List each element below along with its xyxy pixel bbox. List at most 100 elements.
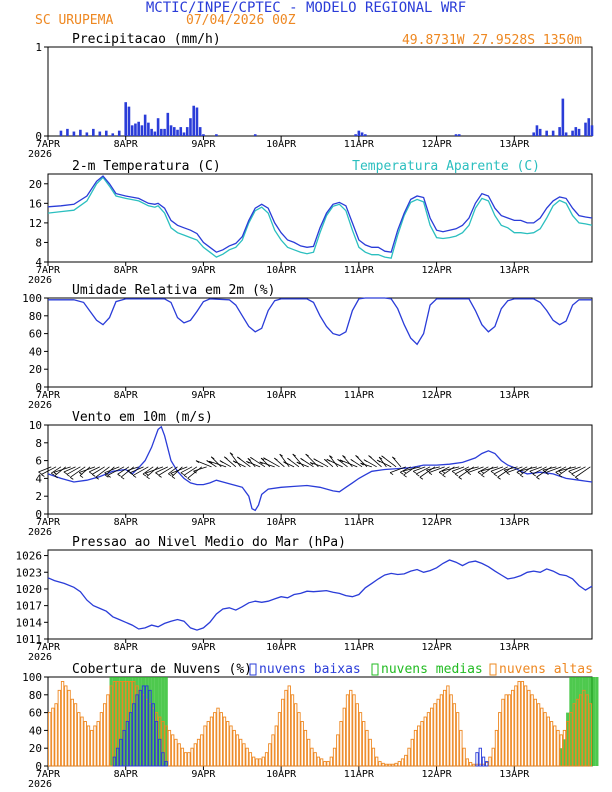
x-tick-label: 12APR [422,642,453,653]
wind-barb-feather [481,474,485,478]
cloud-bar-high [569,677,573,766]
wind-barb [259,461,275,468]
cloud-bar-low [430,707,434,767]
cloud-bar-mid [478,747,482,767]
year-label: 2026 [28,149,52,160]
wind-barb-feather [88,471,93,475]
wind-barb-feather [247,457,252,461]
cloud-bar-low [410,738,414,767]
wind-barb-feather [428,472,433,476]
cloud-bar-low [546,716,550,767]
precip-bar [354,134,357,136]
y-tick-label: 1023 [16,566,43,579]
wind-barb [246,460,261,468]
cloud-bar-low [345,694,350,767]
cloud-bar-mid [125,721,130,767]
cloud-bar-high [145,677,149,766]
wind-barb [146,466,159,478]
cloud-bar-low [274,725,278,767]
wind-barb [438,466,450,473]
wind-barb-feather [342,455,346,458]
x-tick-label: 7APR [36,517,61,528]
wind-barb [571,466,586,475]
wind-barb-feather [324,458,328,462]
cloud-bar-low [494,729,499,767]
x-tick-label: 13APR [499,390,530,401]
wind-barb-feather [337,458,341,462]
precip-bar [561,98,565,136]
wind-barb-feather [95,476,99,480]
wind-barb-feather [132,475,137,478]
wind-barb [168,466,178,475]
x-tick-label: 8APR [114,642,139,653]
cloud-bar-low [413,729,418,767]
wind-barb-feather [392,456,396,460]
x-tick-label: 10APR [266,265,297,276]
cloud-bar-high [132,677,136,766]
cloud-bar-low [575,698,580,767]
cloud-bar-low [264,752,269,767]
x-tick-label: 13APR [499,769,530,780]
wind-barb-feather [313,458,317,462]
panel-cloud: 0 20 40 60 80 100 7APR 8APR 9APR 10APR 11APR 12APR 1… [22,662,599,790]
cloud-bar-low [536,703,541,767]
wind-barb [545,466,562,474]
cloud-bar-low [488,756,492,767]
wind-barb-feather [168,473,172,477]
precip-bar [253,134,257,136]
cloud-bar-low [407,747,411,767]
wind-barb-feather [274,457,278,461]
cloud-bar-low [235,734,240,767]
wind-barb-feather [555,471,559,475]
y-tick-label: 100 [22,671,42,684]
cloud-bar-low [585,694,589,767]
wind-barb-feather [381,455,385,459]
cloud-bar-low [54,703,58,767]
cloud-bar-low [251,756,256,767]
series-line-temperature [47,175,593,253]
x-tick-label: 10APR [266,517,297,528]
y-tick-label: 2 [35,490,42,503]
panel-precip: 0 1 7APR 8APR 9APR 10APR 11APR 12APR 13APR 2026 Pr… [28,32,594,160]
wind-barb-feather [232,460,237,464]
wind-barb-feather [419,476,424,480]
wind-barb [260,457,271,468]
wind-barb-feather [558,474,563,478]
wind-barb [428,466,445,474]
precip-bar [98,131,102,136]
precip-bar [134,123,137,136]
wind-barb-feather [467,472,472,476]
cloud-bar-low [77,712,81,767]
cloud-bar-low [507,694,512,767]
cloud-bar-mid [119,738,123,767]
wind-barb-feather [104,472,108,476]
precip-bar [85,132,89,136]
legend-label: nuvens medias [381,662,483,677]
wind-barb-feather [92,474,96,477]
precip-bar [104,130,108,136]
wind-barb [392,456,402,468]
y-tick-label: 16 [29,197,42,210]
precip-bar [571,130,574,136]
wind-barb [503,466,518,471]
cloud-bar-low [200,734,204,767]
wind-barb-feather [180,472,185,476]
cloud-bar-low [180,747,185,767]
wind-barb [180,466,193,474]
cloud-bar-low [268,743,272,767]
wind-barb-feather [107,475,111,478]
wind-barb-feather [416,473,420,477]
cloud-bar-low [452,703,457,767]
y-tick-label: 1020 [16,583,43,596]
y-tick-label: 8 [35,437,42,450]
wind-barb [132,466,149,476]
y-tick-label: 40 [29,345,42,358]
cloud-bar-low [423,716,427,767]
wind-barb-feather [506,472,510,476]
wind-barb-feather [360,462,364,466]
x-tick-label: 11APR [344,139,375,150]
panel-title: Precipitacao (mm/h) [72,32,221,47]
cloud-bar-low [446,685,450,767]
wind-barb [542,466,557,471]
cloud-bar-low [232,729,236,767]
